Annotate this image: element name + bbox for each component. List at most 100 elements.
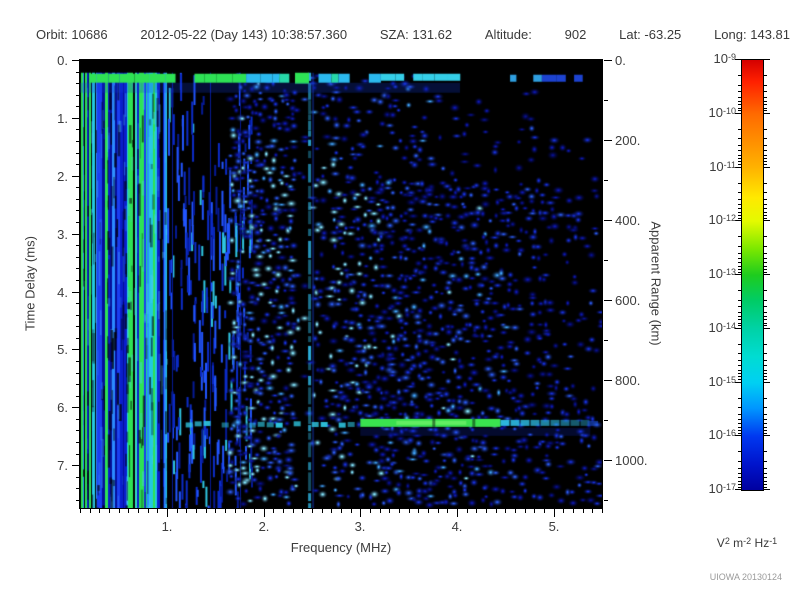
colorbar-minor-tick [738, 487, 741, 488]
colorbar-minor-tick [764, 379, 767, 380]
colorbar-minor-tick [738, 407, 741, 408]
y-left-tick [76, 129, 80, 130]
x-tick [505, 509, 506, 513]
colorbar-minor-tick [764, 155, 767, 156]
x-tick [447, 509, 448, 513]
colorbar-minor-tick [738, 110, 741, 111]
colorbar-minor-tick [738, 97, 741, 98]
y-left-tick [72, 234, 80, 235]
y-left-tick [76, 303, 80, 304]
colorbar-tick [764, 435, 770, 436]
x-tick [602, 509, 603, 513]
x-tick [312, 509, 313, 513]
y-left-tick [76, 72, 80, 73]
colorbar-minor-tick [764, 218, 767, 219]
x-tick [206, 509, 207, 513]
colorbar-minor-tick [738, 150, 741, 151]
x-tick [119, 509, 120, 513]
colorbar-minor-tick [764, 266, 767, 267]
colorbar-minor-tick [738, 430, 741, 431]
colorbar-minor-tick [738, 269, 741, 270]
x-tick [496, 509, 497, 513]
colorbar-minor-tick [764, 75, 767, 76]
x-tick [554, 509, 555, 517]
colorbar-minor-tick [738, 433, 741, 434]
x-tick [225, 509, 226, 513]
colorbar-minor-tick [764, 398, 767, 399]
colorbar-minor-tick [764, 183, 767, 184]
x-tick [157, 509, 158, 513]
x-tick [467, 509, 468, 513]
colorbar-minor-tick [764, 85, 767, 86]
colorbar-minor-tick [738, 246, 741, 247]
colorbar-minor-tick [764, 269, 767, 270]
x-axis-title: Frequency (MHz) [290, 540, 392, 555]
colorbar-minor-tick [738, 306, 741, 307]
colorbar-minor-tick [738, 236, 741, 237]
spectrogram-plot-area [79, 59, 603, 509]
x-tick [322, 509, 323, 513]
colorbar-minor-tick [764, 145, 767, 146]
x-tick [283, 509, 284, 513]
colorbar-tick-label: 10-15 [708, 374, 736, 389]
colorbar-minor-tick [738, 360, 741, 361]
colorbar-minor-tick [738, 101, 741, 102]
credit-text: UIOWA 20130124 [709, 572, 782, 582]
y-left-tick [76, 280, 80, 281]
colorbar-minor-tick [764, 430, 767, 431]
y-left-tick-label: 5. [57, 342, 68, 357]
colorbar-minor-tick [738, 370, 741, 371]
y-left-tick [76, 268, 80, 269]
x-tick-label: 4. [451, 519, 463, 534]
colorbar-tick [735, 167, 741, 168]
colorbar-minor-tick [738, 158, 741, 159]
y-left-tick [76, 384, 80, 385]
y-left-tick [72, 60, 80, 61]
colorbar-minor-tick [764, 204, 767, 205]
colorbar-minor-tick [738, 129, 741, 130]
colorbar-minor-tick [764, 164, 767, 165]
y-left-tick [72, 118, 80, 119]
x-tick [428, 509, 429, 513]
y-right-tick [604, 340, 608, 341]
x-tick [525, 509, 526, 513]
colorbar-minor-tick [764, 129, 767, 130]
y-left-tick [76, 153, 80, 154]
colorbar-minor-tick [738, 376, 741, 377]
x-tick [109, 509, 110, 513]
colorbar-minor-tick [738, 204, 741, 205]
y-left-tick [76, 315, 80, 316]
colorbar-minor-tick [738, 208, 741, 209]
colorbar-minor-tick [738, 484, 741, 485]
colorbar-minor-tick [764, 419, 767, 420]
colorbar-minor-tick [738, 423, 741, 424]
sza-field: SZA: 131.62 [380, 27, 452, 42]
colorbar-unit-label: V2 m-2 Hz-1 [716, 536, 778, 550]
colorbar-minor-tick [764, 199, 767, 200]
colorbar-tick [764, 220, 770, 221]
x-tick [90, 509, 91, 513]
colorbar-minor-tick [738, 164, 741, 165]
colorbar-minor-tick [738, 272, 741, 273]
x-tick [515, 509, 516, 513]
colorbar-minor-tick [738, 353, 741, 354]
x-tick [215, 509, 216, 513]
colorbar-minor-tick [764, 253, 767, 254]
y-right-tick [604, 460, 612, 461]
colorbar-minor-tick [738, 155, 741, 156]
colorbar-minor-tick [738, 323, 741, 324]
y-left-tick [72, 176, 80, 177]
x-tick [196, 509, 197, 513]
colorbar-minor-tick [738, 365, 741, 366]
colorbar-tick [735, 328, 741, 329]
colorbar-minor-tick [738, 85, 741, 86]
colorbar-minor-tick [738, 481, 741, 482]
y-right-tick [604, 380, 612, 381]
y-left-tick [76, 164, 80, 165]
colorbar-tick [735, 382, 741, 383]
x-tick [128, 509, 129, 513]
colorbar-tick [764, 167, 770, 168]
x-tick [360, 509, 361, 517]
colorbar-minor-tick [738, 104, 741, 105]
y-left-tick [76, 199, 80, 200]
